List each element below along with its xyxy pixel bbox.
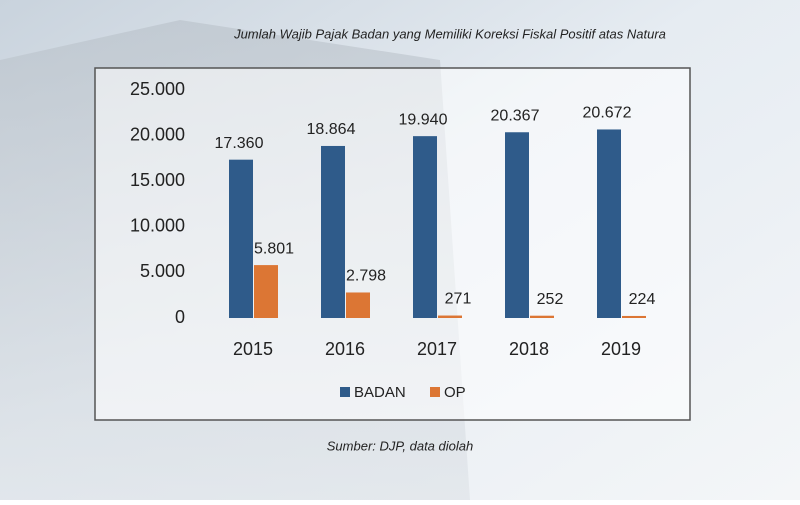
x-tick-label: 2016	[325, 339, 365, 359]
chart-frame	[94, 67, 691, 421]
bar	[438, 315, 462, 318]
y-tick-label: 0	[175, 307, 185, 327]
bar	[530, 315, 554, 318]
legend-label: OP	[444, 384, 466, 401]
bar	[505, 132, 529, 318]
bar	[622, 315, 646, 318]
legend-label: BADAN	[354, 384, 406, 401]
x-tick-label: 2019	[601, 339, 641, 359]
data-label: 2.798	[346, 268, 386, 285]
bar	[321, 145, 345, 318]
data-label: 5.801	[254, 240, 294, 257]
data-label: 17.360	[215, 135, 264, 152]
legend-swatch	[430, 387, 440, 397]
y-tick-label: 25.000	[130, 79, 185, 99]
y-tick-label: 10.000	[130, 216, 185, 236]
bar	[413, 136, 437, 318]
source-note: Sumber: DJP, data diolah	[327, 438, 473, 453]
chart-title: Jumlah Wajib Pajak Badan yang Memiliki K…	[233, 26, 666, 41]
bar	[229, 159, 253, 318]
bar	[254, 265, 278, 318]
bar	[346, 292, 370, 318]
x-tick-label: 2017	[417, 339, 457, 359]
data-label: 20.672	[583, 105, 632, 122]
data-label: 18.864	[307, 121, 356, 138]
data-label: 20.367	[491, 107, 540, 124]
data-label: 19.940	[399, 111, 448, 128]
legend-swatch	[340, 387, 350, 397]
bar	[597, 129, 621, 318]
data-label: 224	[629, 291, 656, 308]
y-tick-label: 5.000	[140, 261, 185, 281]
y-tick-label: 20.000	[130, 124, 185, 144]
data-label: 252	[537, 291, 564, 308]
x-tick-label: 2018	[509, 339, 549, 359]
x-tick-label: 2015	[233, 339, 273, 359]
y-tick-label: 15.000	[130, 170, 185, 190]
data-label: 271	[445, 291, 472, 308]
